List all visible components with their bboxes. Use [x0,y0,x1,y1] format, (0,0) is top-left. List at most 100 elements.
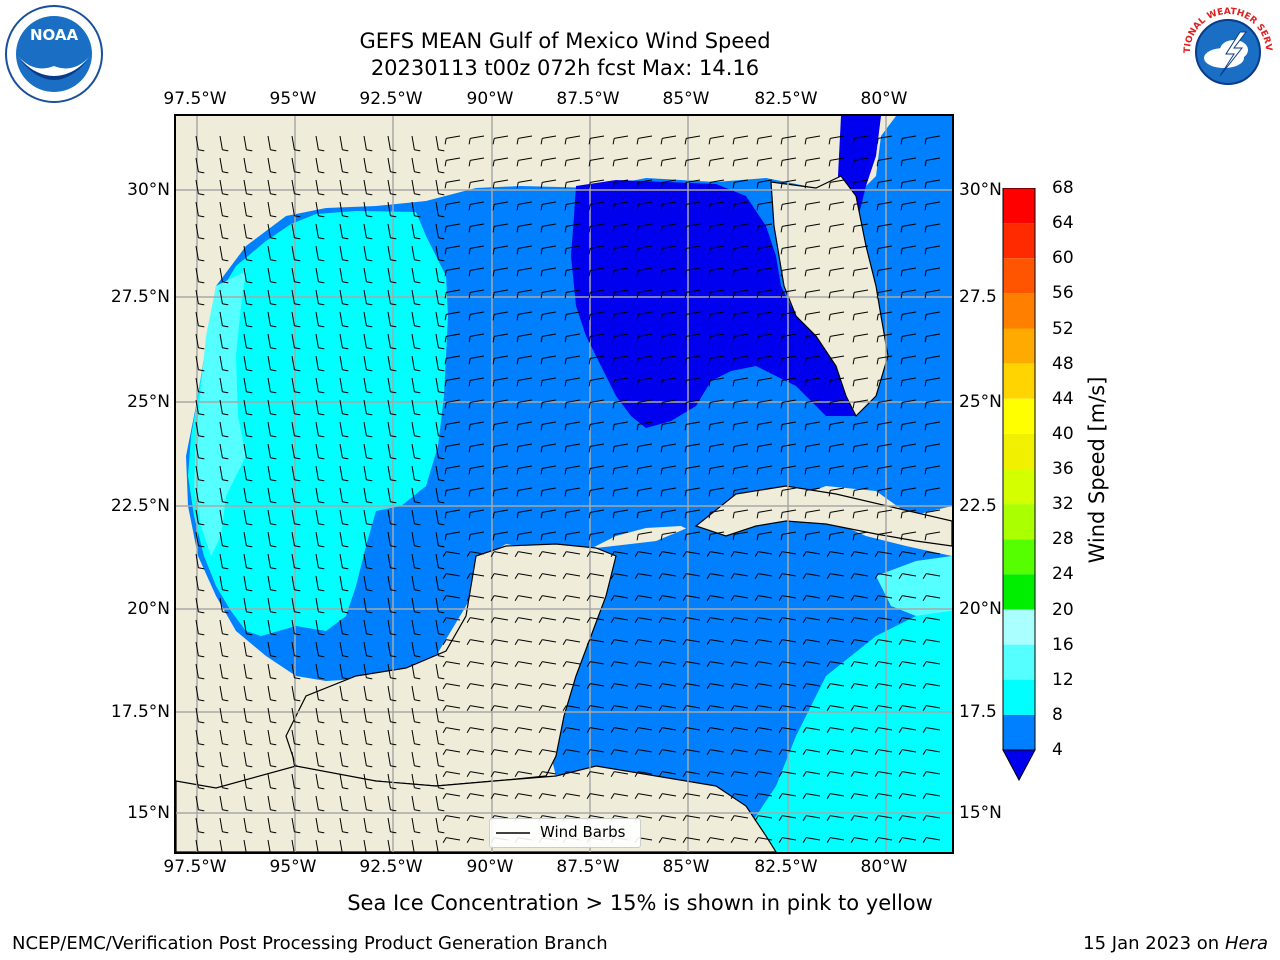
wind-barb-flag [390,435,397,438]
wind-barb [446,509,461,513]
wind-barb-flag [246,743,253,746]
wind-barb [854,705,869,709]
wind-barb-flag [492,314,495,321]
wind-barb-flag [804,160,807,167]
wind-barb-flag [538,573,543,579]
wind-barb-flag [730,771,735,777]
wind-barb [315,443,319,458]
wind-barb-flag [538,771,543,777]
wind-barb-flag [660,380,663,387]
wind-barb [590,573,605,577]
wind-barb-flag [802,573,807,579]
wind-barb [878,179,893,183]
wind-barb-flag [852,358,855,365]
wind-barb-flag [924,468,927,475]
wind-barb-flag [444,358,447,365]
wind-barb-flag [444,270,447,277]
wind-barb [734,573,749,577]
wind-barb-flag [898,573,903,579]
wind-barb [518,201,533,205]
wind-barb-flag [898,595,903,601]
wind-barb-flag [706,727,711,733]
wind-barb [243,465,247,480]
wind-barb-flag [684,160,687,167]
wind-barb-flag [682,705,687,711]
wind-barb [518,135,533,139]
wind-barb-flag [684,380,687,387]
wind-barb [614,749,629,753]
wind-barb-flag [222,633,229,636]
wind-barb [566,201,581,205]
wind-barb [782,465,797,469]
wind-barb [710,157,725,161]
wind-barb-flag [514,551,519,557]
wind-barb-flag [732,138,735,145]
wind-barb-flag [636,160,639,167]
wind-barb [734,749,749,753]
wind-barb [243,839,247,852]
wind-barb [363,157,367,172]
wind-barb-flag [540,314,543,321]
wind-barb [435,355,439,370]
wind-barb-flag [270,567,277,570]
wind-barb [878,551,893,555]
wind-barb-flag [222,347,229,350]
wind-barb-flag [706,661,711,667]
wind-barb [339,267,343,282]
wind-barb-flag [270,369,277,372]
wind-barb-flag [682,683,687,689]
wind-barb-flag [756,512,759,519]
wind-barb-flag [270,809,277,812]
wind-barb-flag [730,837,735,843]
wind-barb-flag [586,705,591,711]
wind-barb [267,201,271,216]
wind-barb [686,705,701,709]
wind-barb-flag [466,749,471,755]
wind-barb [243,531,247,546]
wind-barb-flag [270,831,277,834]
wind-barb [267,311,271,326]
wind-barb [339,245,343,260]
wind-barb-flag [660,138,663,145]
wind-barb-flag [780,446,783,453]
wind-barb [339,223,343,238]
wind-barb-flag [490,705,495,711]
wind-barb-flag [438,171,445,174]
wind-barb [470,223,485,227]
wind-barb [339,553,343,568]
wind-barb-flag [684,248,687,255]
wind-barb-flag [876,248,879,255]
wind-barb [470,793,485,797]
wind-barb-flag [492,490,495,497]
wind-barb-flag [874,727,879,733]
wind-barb [878,377,893,381]
graticule [176,116,952,852]
wind-barb-flag [850,837,855,843]
wind-barb-flag [682,793,687,799]
wind-barb [267,641,271,656]
wind-barb [435,839,439,852]
wind-barb [926,245,941,249]
wind-barb-flag [294,259,301,262]
wind-barb-flag [826,639,831,645]
wind-barb [446,443,461,447]
wind-barb [446,749,461,753]
wind-barb-flag [612,270,615,277]
wind-barb [494,399,509,403]
wind-barb [758,201,773,205]
wind-barb [566,595,581,599]
wind-barb [926,531,941,535]
wind-barb [590,465,605,469]
wind-barb-flag [660,160,663,167]
wind-barb [686,421,701,425]
wind-barb [806,793,821,797]
wind-barb [638,531,653,535]
wind-barb [734,487,749,491]
wind-barb [470,595,485,599]
bottom-lon-tick: 97.5°W [163,857,227,877]
wind-barb [566,815,581,819]
wind-barb-flag [414,831,421,834]
wind-barb [411,839,415,852]
wind-barb-flag [706,815,711,821]
wind-barb [411,751,415,766]
